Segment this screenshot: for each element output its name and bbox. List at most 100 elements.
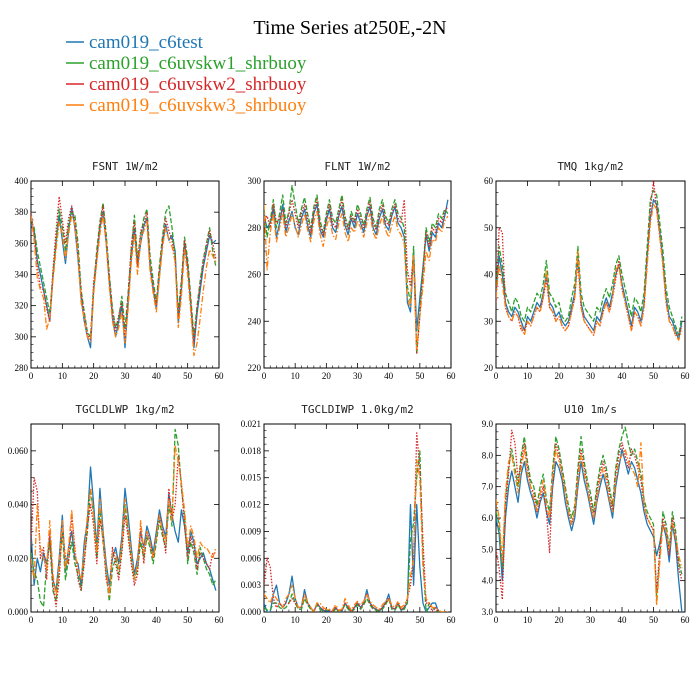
x-tick-label: 30: [121, 615, 131, 625]
y-tick-label: 0.000: [241, 607, 262, 617]
x-tick-label: 10: [523, 371, 533, 381]
x-tick-label: 10: [291, 615, 301, 625]
series-line-2: [31, 428, 217, 608]
y-tick-label: 240: [248, 316, 262, 326]
panel-title: U10 1m/s: [564, 403, 617, 416]
x-tick-label: 20: [89, 371, 99, 381]
y-tick-label: 6.0: [482, 513, 494, 523]
y-tick-label: 50: [484, 223, 494, 233]
y-tick-label: 0.015: [241, 473, 262, 483]
series-line-4: [264, 204, 449, 350]
legend-entry: cam019_c6test: [89, 32, 204, 53]
y-tick-label: 40: [484, 270, 494, 280]
panel-title: TGCLDLWP 1kg/m2: [75, 403, 174, 416]
y-tick-label: 280: [15, 363, 29, 373]
x-tick-label: 0: [494, 371, 499, 381]
y-tick-label: 340: [15, 270, 29, 280]
x-tick-label: 20: [555, 615, 565, 625]
x-tick-label: 20: [89, 615, 99, 625]
panel-4: TGCLDLWP 1kg/m2 0 10 20 30 40 50 60 0.000 0.020 0.…: [8, 403, 224, 625]
legend-entry: cam019_c6uvskw3_shrbuoy: [89, 95, 307, 116]
x-tick-label: 50: [415, 371, 425, 381]
x-tick-label: 10: [58, 615, 68, 625]
x-tick-label: 50: [183, 371, 193, 381]
panel-title: FLNT 1W/m2: [324, 160, 390, 173]
y-tick-label: 0.012: [241, 500, 261, 510]
x-tick-label: 10: [523, 615, 533, 625]
y-tick-label: 0.003: [241, 580, 262, 590]
series-line-3: [264, 199, 449, 355]
x-tick-label: 20: [555, 371, 565, 381]
x-tick-label: 20: [322, 615, 332, 625]
x-tick-label: 60: [447, 615, 457, 625]
x-tick-label: 10: [58, 371, 68, 381]
x-tick-label: 60: [447, 371, 457, 381]
panel-2: FLNT 1W/m2 0 10 20 30 40 50 60 220 240 260 280 300: [248, 160, 457, 381]
y-tick-label: 380: [15, 207, 29, 217]
panel-1: FSNT 1W/m2 0 10 20 30 40 50 60 280 300 320 340 360 38…: [15, 160, 225, 381]
y-tick-label: 5.0: [482, 544, 494, 554]
y-tick-label: 360: [15, 238, 29, 248]
y-tick-label: 0.006: [241, 553, 262, 563]
x-tick-label: 60: [681, 371, 691, 381]
panel-6: U10 1m/s 0 10 20 30 40 50 60 3.0 4.0 5.0 6.0 7.0 8.0 9…: [482, 403, 690, 625]
x-tick-label: 30: [353, 615, 363, 625]
plot-frame: [263, 423, 452, 613]
series-line-3: [264, 432, 448, 612]
series-line-3: [31, 195, 217, 344]
panels: FSNT 1W/m20 10 20 30 40 50 6028030032034036038…: [8, 160, 690, 625]
x-tick-label: 40: [152, 371, 162, 381]
x-tick-label: 20: [322, 371, 332, 381]
x-tick-label: 30: [586, 615, 596, 625]
x-tick-label: 30: [586, 371, 596, 381]
x-tick-label: 60: [681, 615, 691, 625]
figure-title: Time Series at250E,-2N: [253, 17, 446, 39]
y-tick-label: 7.0: [482, 482, 494, 492]
y-tick-label: 20: [484, 363, 494, 373]
y-tick-label: 8.0: [482, 450, 494, 460]
x-tick-label: 0: [262, 371, 267, 381]
x-tick-label: 50: [415, 615, 425, 625]
x-tick-label: 40: [152, 615, 162, 625]
legend-entry: cam019_c6uvskw1_shrbuoy: [89, 53, 307, 74]
y-tick-label: 260: [248, 270, 262, 280]
y-tick-label: 280: [248, 223, 262, 233]
panel-5: TGCLDIWP 1.0kg/m2 0 10 20 30 40 50 60 0.000 0.003…: [241, 403, 456, 625]
y-tick-label: 320: [15, 301, 29, 311]
panel-title: TMQ 1kg/m2: [557, 160, 623, 173]
panel-title: FSNT 1W/m2: [92, 160, 158, 173]
x-tick-label: 0: [29, 615, 34, 625]
y-tick-label: 0.018: [241, 446, 262, 456]
x-tick-label: 50: [183, 615, 193, 625]
y-tick-label: 0.009: [241, 526, 262, 536]
x-tick-label: 40: [618, 371, 628, 381]
y-tick-label: 400: [15, 176, 29, 186]
y-tick-label: 9.0: [482, 419, 494, 429]
series-line-1: [496, 199, 683, 341]
series-line-4: [31, 444, 217, 597]
y-tick-label: 0.020: [8, 553, 29, 563]
y-tick-label: 300: [15, 332, 29, 342]
x-tick-label: 30: [121, 371, 131, 381]
y-tick-label: 0.021: [241, 419, 261, 429]
series-line-4: [496, 442, 683, 607]
legend: cam019_c6testcam019_c6uvskw1_shrbuoycam0…: [66, 32, 307, 116]
series-line-2: [264, 185, 449, 355]
y-tick-label: 220: [248, 363, 262, 373]
y-tick-label: 300: [248, 176, 262, 186]
x-tick-label: 0: [262, 615, 267, 625]
series-line-2: [496, 189, 683, 336]
x-tick-label: 60: [215, 371, 225, 381]
legend-entry: cam019_c6uvskw2_shrbuoy: [89, 74, 307, 95]
y-tick-label: 4.0: [482, 576, 494, 586]
x-tick-label: 50: [649, 371, 659, 381]
x-tick-label: 30: [353, 371, 363, 381]
x-tick-label: 0: [29, 371, 34, 381]
panel-3: TMQ 1kg/m2 0 10 20 30 40 50 60 20 30 40 50 60: [484, 160, 690, 381]
series-line-4: [264, 459, 448, 612]
x-tick-label: 40: [618, 615, 628, 625]
x-tick-label: 40: [384, 615, 394, 625]
x-tick-label: 60: [215, 615, 225, 625]
y-tick-label: 3.0: [482, 607, 494, 617]
